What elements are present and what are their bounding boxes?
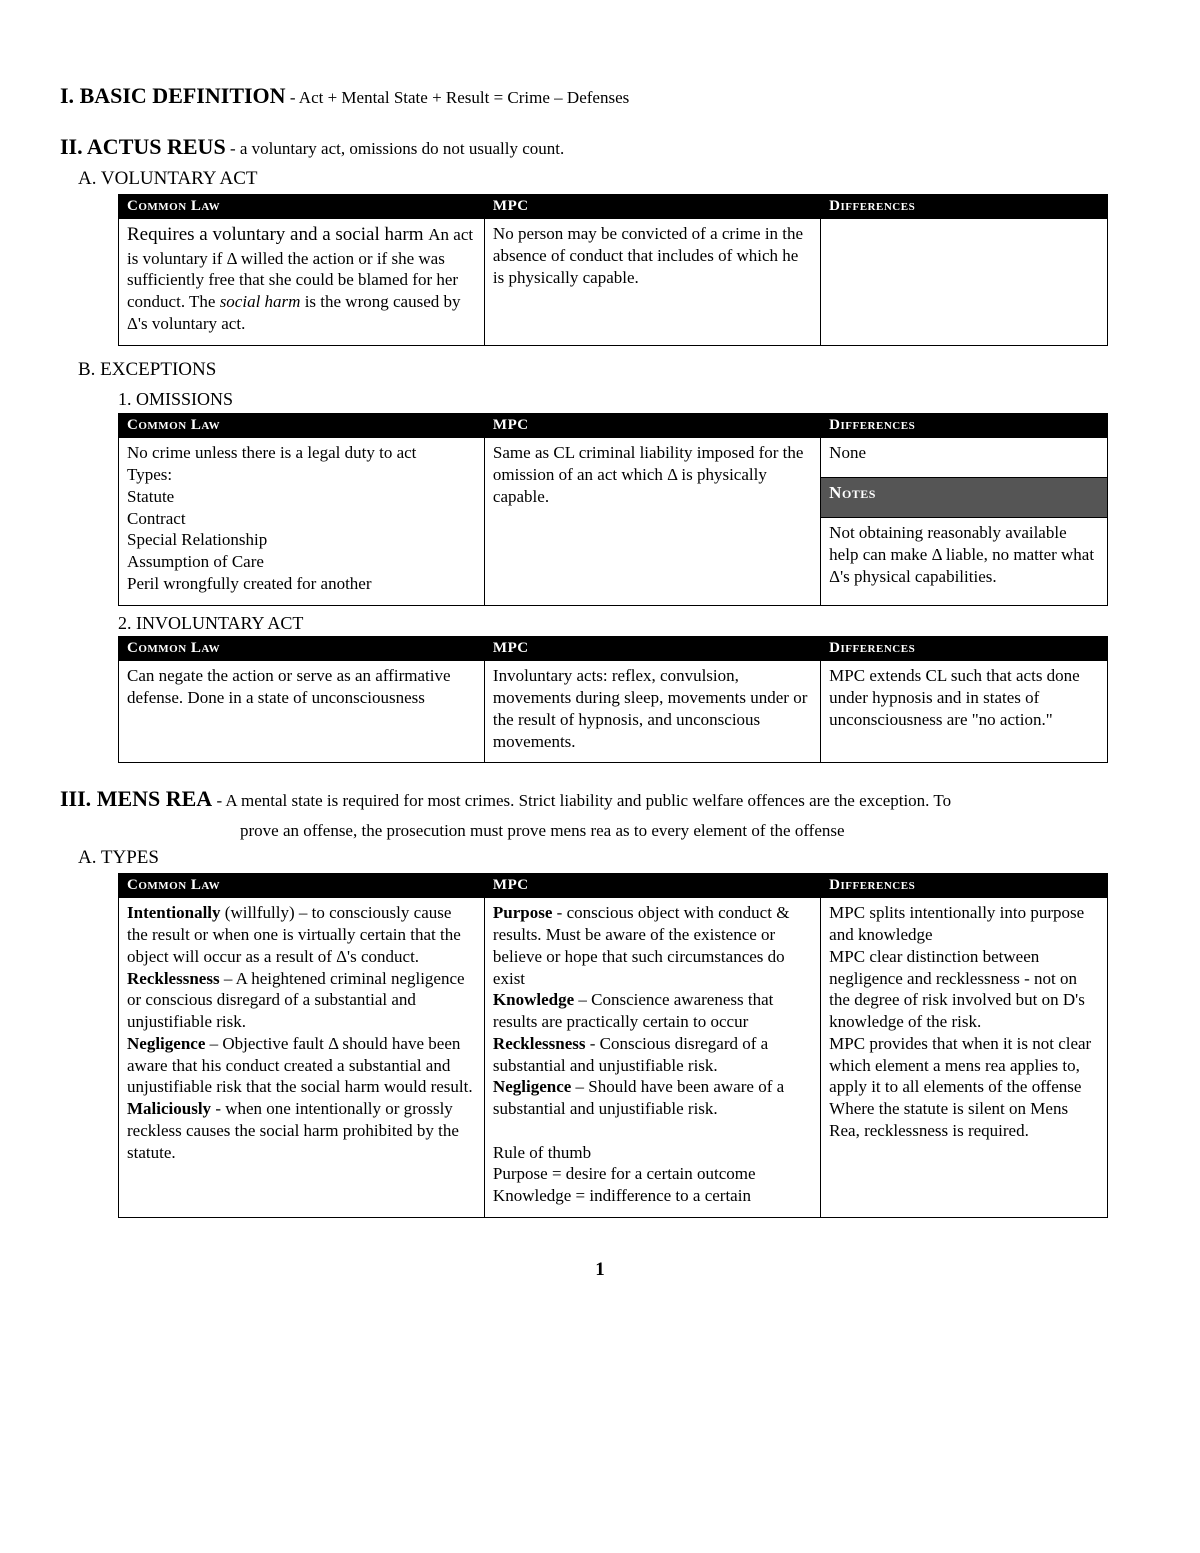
section-2-num: II.: [60, 134, 87, 159]
cell-mpc: Same as CL criminal liability imposed fo…: [484, 438, 820, 605]
table-involuntary-act: Common Law MPC Differences Can negate th…: [118, 636, 1108, 764]
cell-diff: MPC extends CL such that acts done under…: [821, 661, 1108, 763]
notes-header: Notes: [821, 478, 1108, 518]
col-mpc: MPC: [484, 413, 820, 438]
col-mpc: MPC: [484, 873, 820, 898]
section-1-num: I.: [60, 83, 80, 108]
section-1-title: BASIC DEFINITION: [80, 83, 286, 108]
table-header-row: Common Law MPC Differences: [119, 873, 1108, 898]
cell-diff: None: [821, 438, 1108, 478]
cell-notes: Not obtaining reasonably available help …: [821, 518, 1108, 605]
col-common-law: Common Law: [119, 636, 485, 661]
cell-cl: Intentionally (willfully) – to conscious…: [119, 898, 485, 1218]
cl-maliciously-b: Maliciously: [127, 1099, 211, 1118]
cell-cl: No crime unless there is a legal duty to…: [119, 438, 485, 605]
section-1-heading: I. BASIC DEFINITION - Act + Mental State…: [60, 82, 1140, 111]
cl-italic: social harm: [220, 292, 301, 311]
table-row: Intentionally (willfully) – to conscious…: [119, 898, 1108, 1218]
table-row: Requires a voluntary and a social harm A…: [119, 219, 1108, 345]
cl-negligence-b: Negligence: [127, 1034, 205, 1053]
section-2a-label: A. VOLUNTARY ACT: [78, 167, 1140, 192]
section-2-sub: - a voluntary act, omissions do not usua…: [226, 139, 565, 158]
cell-mpc: Involuntary acts: reflex, convulsion, mo…: [484, 661, 820, 763]
cl-intentionally-b: Intentionally: [127, 903, 221, 922]
cell-mpc: No person may be convicted of a crime in…: [484, 219, 820, 345]
section-2-heading: II. ACTUS REUS - a voluntary act, omissi…: [60, 133, 1140, 162]
cl-recklessness-b: Recklessness: [127, 969, 220, 988]
section-3-sub2: prove an offense, the prosecution must p…: [240, 820, 1140, 842]
section-3a-label: A. TYPES: [78, 846, 1140, 871]
mpc-recklessness-b: Recklessness: [493, 1034, 586, 1053]
mpc-rule-h: Rule of thumb: [493, 1143, 591, 1162]
col-differences: Differences: [821, 636, 1108, 661]
cell-cl: Requires a voluntary and a social harm A…: [119, 219, 485, 345]
col-common-law: Common Law: [119, 413, 485, 438]
col-differences: Differences: [821, 873, 1108, 898]
section-3-sub: - A mental state is required for most cr…: [212, 791, 951, 810]
table-header-row: Common Law MPC Differences: [119, 636, 1108, 661]
table-omissions: Common Law MPC Differences No crime unle…: [118, 413, 1108, 606]
cell-diff: MPC splits intentionally into purpose an…: [821, 898, 1108, 1218]
col-differences: Differences: [821, 413, 1108, 438]
cell-diff: [821, 219, 1108, 345]
cl-lead: Requires a voluntary and a social harm: [127, 224, 428, 245]
section-3-heading: III. MENS REA - A mental state is requir…: [60, 785, 1140, 814]
section-2-title: ACTUS REUS: [87, 134, 226, 159]
section-3-num: III.: [60, 786, 97, 811]
col-common-law: Common Law: [119, 194, 485, 219]
table-row: No crime unless there is a legal duty to…: [119, 438, 1108, 478]
cell-mpc: Purpose - conscious object with conduct …: [484, 898, 820, 1218]
section-3-title: MENS REA: [97, 786, 213, 811]
page-number: 1: [60, 1258, 1140, 1283]
mpc-rule-2: Knowledge = indifference to a certain: [493, 1186, 751, 1205]
table-mens-rea-types: Common Law MPC Differences Intentionally…: [118, 873, 1108, 1218]
section-2b1-label: 1. OMISSIONS: [118, 388, 1140, 411]
section-2b2-label: 2. INVOLUNTARY ACT: [118, 612, 1140, 635]
table-header-row: Common Law MPC Differences: [119, 194, 1108, 219]
mpc-purpose-b: Purpose: [493, 903, 553, 922]
table-voluntary-act: Common Law MPC Differences Requires a vo…: [118, 194, 1108, 346]
col-mpc: MPC: [484, 194, 820, 219]
mpc-rule-1: Purpose = desire for a certain outcome: [493, 1164, 756, 1183]
col-common-law: Common Law: [119, 873, 485, 898]
col-differences: Differences: [821, 194, 1108, 219]
section-2b-label: B. EXCEPTIONS: [78, 358, 1140, 383]
table-row: Can negate the action or serve as an aff…: [119, 661, 1108, 763]
mpc-negligence-b: Negligence: [493, 1077, 571, 1096]
mpc-knowledge-b: Knowledge: [493, 990, 574, 1009]
col-mpc: MPC: [484, 636, 820, 661]
section-1-sub: - Act + Mental State + Result = Crime – …: [286, 88, 630, 107]
cell-cl: Can negate the action or serve as an aff…: [119, 661, 485, 763]
table-header-row: Common Law MPC Differences: [119, 413, 1108, 438]
